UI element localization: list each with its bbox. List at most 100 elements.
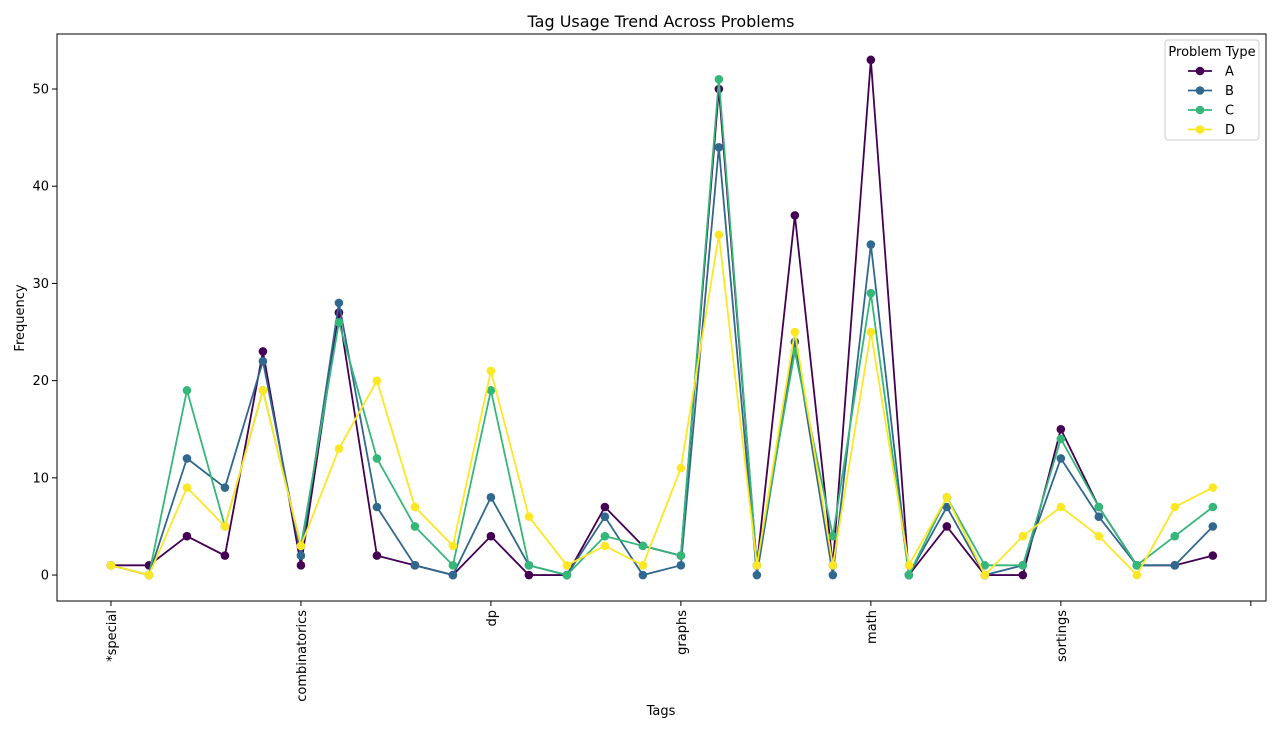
data-point xyxy=(1170,531,1180,541)
data-point xyxy=(600,531,610,541)
data-point xyxy=(448,541,458,551)
data-point xyxy=(866,240,876,249)
data-point xyxy=(600,512,610,522)
legend-item-D: D xyxy=(1188,123,1235,138)
data-point xyxy=(372,454,382,463)
data-point xyxy=(600,541,610,551)
data-point xyxy=(638,570,648,580)
legend-label: A xyxy=(1225,65,1234,80)
y-axis-label: Frequency xyxy=(13,284,28,351)
data-point xyxy=(182,483,192,492)
data-point xyxy=(486,531,496,541)
data-point xyxy=(1132,570,1142,580)
series-line xyxy=(110,234,1214,577)
y-tick-label: 20 xyxy=(32,374,49,389)
legend-item-C: C xyxy=(1188,104,1234,119)
data-point xyxy=(942,502,952,512)
x-tick-label: sortings xyxy=(1055,610,1070,662)
legend-marker xyxy=(1195,66,1205,76)
legend-marker xyxy=(1195,86,1205,95)
data-point xyxy=(524,512,534,522)
data-point xyxy=(714,230,724,240)
x-tick-label: graphs xyxy=(675,610,690,655)
data-point xyxy=(410,522,420,531)
data-point xyxy=(752,561,762,570)
series-line xyxy=(110,79,1214,579)
data-point xyxy=(638,561,648,570)
data-point xyxy=(562,570,572,580)
data-point xyxy=(866,327,876,337)
data-point xyxy=(866,288,876,298)
data-point xyxy=(1208,483,1218,492)
data-point xyxy=(296,541,306,551)
data-point xyxy=(296,551,306,560)
data-point xyxy=(1056,434,1066,444)
legend-label: D xyxy=(1225,123,1235,138)
data-point xyxy=(562,561,572,570)
data-point xyxy=(676,551,686,560)
data-point xyxy=(372,502,382,512)
data-point xyxy=(258,356,268,366)
data-point xyxy=(448,570,458,580)
legend-title: Problem Type xyxy=(1168,45,1255,60)
y-tick-label: 40 xyxy=(32,180,49,195)
data-point xyxy=(714,74,724,84)
data-point xyxy=(524,561,534,570)
x-tick-label: dp xyxy=(485,610,500,627)
data-point xyxy=(1056,502,1066,512)
data-point xyxy=(410,502,420,512)
x-tick-label: math xyxy=(865,610,880,644)
data-point xyxy=(752,570,762,580)
y-tick-label: 50 xyxy=(32,83,49,98)
x-tick-label: *special xyxy=(105,610,120,662)
data-point xyxy=(258,347,268,356)
legend-label: C xyxy=(1225,104,1234,119)
data-point xyxy=(1132,561,1142,570)
data-point xyxy=(410,561,420,570)
data-point xyxy=(866,55,876,65)
data-point xyxy=(220,551,230,560)
y-tick-label: 30 xyxy=(32,277,49,292)
legend-item-A: A xyxy=(1188,65,1234,80)
data-point xyxy=(942,492,952,502)
data-point xyxy=(1094,502,1104,512)
data-point xyxy=(1018,531,1028,541)
data-point xyxy=(220,522,230,531)
data-point xyxy=(372,551,382,560)
series-C xyxy=(106,74,1218,580)
data-point xyxy=(638,541,648,551)
data-point xyxy=(524,570,534,580)
data-point xyxy=(296,561,306,570)
x-axis: *special combinatorics dp graphs math sorting… xyxy=(105,601,1252,702)
legend-marker xyxy=(1195,105,1205,115)
data-point xyxy=(372,376,382,385)
data-point xyxy=(1018,561,1028,570)
data-point xyxy=(1208,522,1218,531)
data-point xyxy=(1018,570,1028,580)
data-point xyxy=(790,337,800,347)
data-point xyxy=(486,386,496,395)
data-point xyxy=(1056,454,1066,463)
data-point xyxy=(980,561,990,570)
data-point xyxy=(600,502,610,512)
series-line xyxy=(110,147,1214,578)
data-point xyxy=(904,570,914,580)
data-point xyxy=(448,561,458,570)
data-point xyxy=(828,570,838,580)
data-point xyxy=(106,561,116,570)
data-point xyxy=(1094,531,1104,541)
data-point xyxy=(182,531,192,541)
legend-item-B: B xyxy=(1188,84,1234,99)
data-point xyxy=(790,327,800,337)
data-point xyxy=(1170,502,1180,512)
data-point xyxy=(790,211,800,220)
plot-area xyxy=(106,55,1218,580)
data-point xyxy=(334,444,344,453)
data-point xyxy=(334,298,344,308)
data-point xyxy=(486,492,496,502)
data-point xyxy=(714,143,724,152)
data-point xyxy=(676,463,686,473)
chart-title: Tag Usage Trend Across Problems xyxy=(527,12,795,31)
